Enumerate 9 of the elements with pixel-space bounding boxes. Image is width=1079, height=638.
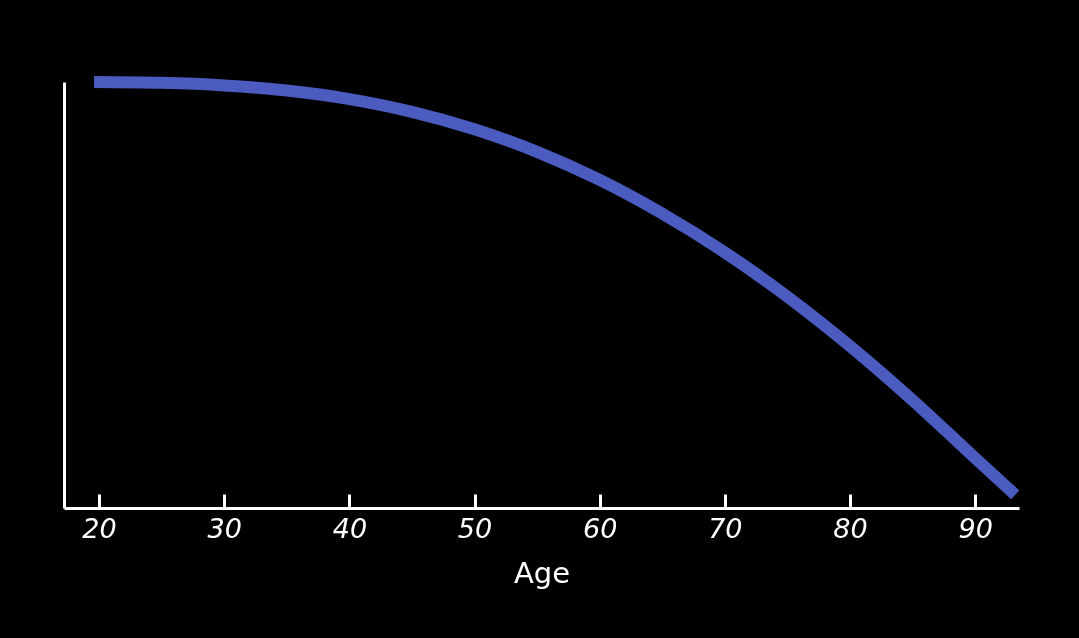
x-tick-label: 90 xyxy=(958,512,993,544)
x-axis-title: Age xyxy=(513,555,571,590)
x-tick-label: 70 xyxy=(708,512,743,544)
x-tick-label: 20 xyxy=(82,512,117,544)
x-tick-label: 50 xyxy=(457,512,493,544)
x-tick-label: 80 xyxy=(833,512,868,544)
x-tick-label: 40 xyxy=(332,512,368,544)
x-tick-label: 60 xyxy=(583,512,618,544)
x-tick-label: 30 xyxy=(207,512,242,544)
